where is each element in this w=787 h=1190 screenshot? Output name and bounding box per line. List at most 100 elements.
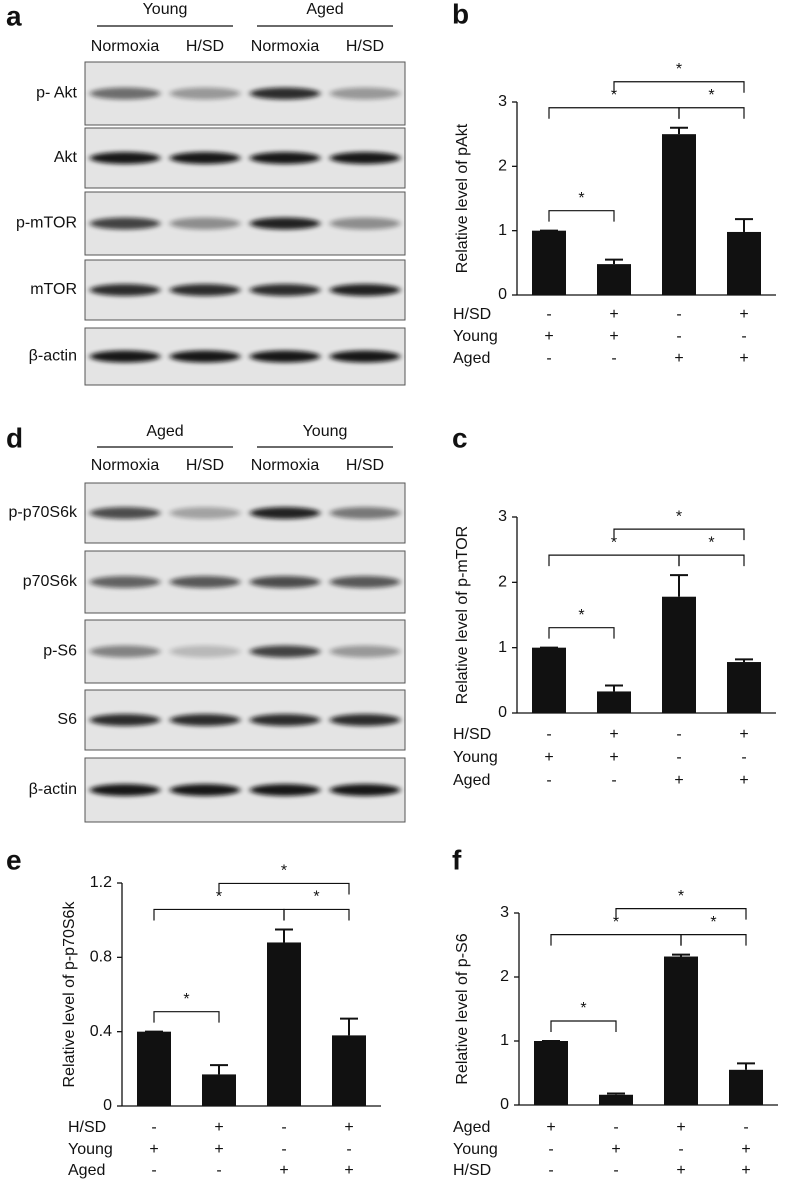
row-label: p-p70S6k (9, 504, 78, 521)
significance-label: * (613, 914, 619, 931)
blot-band (169, 87, 241, 100)
blot-band (249, 284, 321, 296)
blot-band (329, 284, 401, 296)
blot-band (249, 152, 321, 164)
row-label: S6 (57, 711, 77, 728)
panel-letter: d (6, 422, 23, 453)
y-axis-label: Relative level of p-p70S6k (61, 901, 78, 1088)
y-tick-label: 0 (498, 286, 507, 303)
condition-sign: - (676, 749, 681, 766)
significance-label: * (313, 889, 319, 906)
significance-label: * (183, 991, 189, 1008)
blot-band (329, 350, 401, 363)
group-label: Young (143, 1, 188, 18)
condition-label: H/SD (68, 1119, 106, 1136)
significance-bracket (550, 934, 682, 946)
condition-sign: + (739, 306, 748, 323)
significance-bracket (218, 882, 350, 895)
y-tick-label: 1 (498, 639, 507, 656)
condition-sign: + (611, 1141, 620, 1158)
y-tick-label: 0.8 (90, 949, 112, 966)
blot-band (169, 645, 241, 658)
bar (727, 662, 761, 713)
condition-sign: - (611, 350, 616, 367)
panel-letter: f (452, 844, 462, 875)
condition-sign: - (548, 1141, 553, 1158)
panel-letter: c (452, 422, 468, 453)
condition-sign: + (609, 328, 618, 345)
significance-bracket (678, 107, 745, 119)
significance-bracket (283, 908, 350, 921)
y-tick-label: 2 (498, 574, 507, 591)
y-tick-label: 2 (498, 158, 507, 175)
condition-sign: - (546, 350, 551, 367)
condition-label: Aged (68, 1162, 105, 1179)
condition-sign: + (544, 328, 553, 345)
row-label: β-actin (29, 781, 77, 798)
bar (137, 1031, 171, 1106)
bar (332, 1035, 366, 1106)
significance-label: * (676, 61, 682, 78)
significance-label: * (216, 889, 222, 906)
condition-sign: - (613, 1119, 618, 1136)
condition-label: Young (453, 1141, 498, 1158)
group-label: Young (303, 423, 348, 440)
panel-letter: e (6, 844, 22, 875)
condition-sign: + (279, 1162, 288, 1179)
blot-band (329, 217, 401, 230)
significance-label: * (611, 87, 617, 104)
condition-sign: + (344, 1119, 353, 1136)
significance-label: * (580, 1000, 586, 1017)
condition-sign: - (676, 726, 681, 743)
condition-sign: - (743, 1119, 748, 1136)
condition-sign: - (741, 328, 746, 345)
blot-band (249, 507, 321, 519)
condition-sign: - (546, 306, 551, 323)
row-label: p-S6 (43, 643, 77, 660)
blot-band (169, 284, 241, 296)
column-label: Normoxia (251, 38, 320, 55)
blot-band (89, 784, 161, 796)
y-tick-label: 1 (500, 1032, 509, 1049)
significance-label: * (710, 914, 716, 931)
significance-bracket (548, 627, 615, 639)
significance-bracket (548, 210, 615, 222)
bar (267, 942, 301, 1106)
group-label: Aged (306, 1, 343, 18)
condition-sign: - (741, 749, 746, 766)
significance-bracket (678, 554, 745, 567)
blot-band (89, 284, 161, 296)
column-label: Normoxia (91, 457, 160, 474)
bar (727, 231, 761, 295)
blot-band (169, 714, 241, 726)
y-tick-label: 2 (500, 968, 509, 985)
blot-band (89, 507, 161, 519)
row-label: β-actin (29, 348, 77, 365)
significance-label: * (611, 534, 617, 551)
significance-bracket (615, 908, 747, 920)
blot-band (89, 217, 161, 230)
significance-label: * (678, 888, 684, 905)
condition-sign: + (546, 1119, 555, 1136)
condition-sign: + (741, 1141, 750, 1158)
condition-label: Aged (453, 772, 490, 789)
y-tick-label: 0 (498, 704, 507, 721)
blot-band (329, 152, 401, 164)
row-label: p70S6k (23, 573, 78, 590)
condition-sign: - (676, 306, 681, 323)
significance-bracket (613, 528, 745, 541)
condition-sign: + (149, 1141, 158, 1158)
y-tick-label: 0 (103, 1097, 112, 1114)
significance-label: * (578, 190, 584, 207)
bar (532, 647, 566, 713)
panel-letter: a (6, 0, 22, 31)
bar (597, 264, 631, 295)
condition-sign: + (544, 749, 553, 766)
row-label: mTOR (30, 281, 77, 298)
condition-sign: - (611, 772, 616, 789)
condition-sign: - (346, 1141, 351, 1158)
condition-sign: - (613, 1162, 618, 1179)
blot-band (169, 217, 241, 230)
blot-band (249, 714, 321, 726)
